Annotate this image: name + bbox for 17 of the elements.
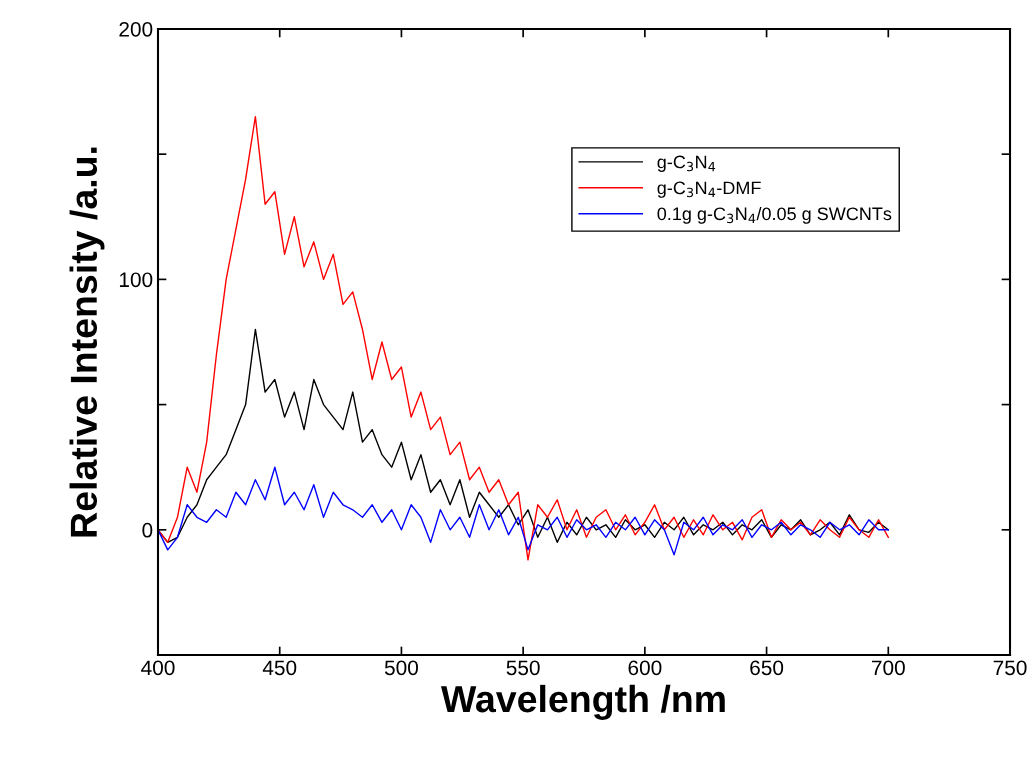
y-tick-label: 200 [119, 21, 153, 37]
legend-label: 0.1g g-C$_{3}$N$_{4}$/0.05 g SWCNTs [657, 206, 892, 224]
y-axis-title: Relative Intensity /a.u. [69, 147, 105, 537]
x-tick-label: 750 [993, 660, 1027, 676]
x-tick-label: 500 [384, 660, 418, 676]
legend-label: g-C$_{3}$N$_{4}$-DMF [657, 181, 761, 198]
x-tick-label: 400 [141, 660, 175, 676]
legend-label: g-C$_{3}$N$_{4}$ [657, 155, 716, 172]
x-tick-label: 450 [262, 660, 297, 676]
y-tick-label: 100 [119, 272, 153, 288]
line-series [158, 466, 889, 556]
x-tick-label: 600 [628, 660, 662, 676]
x-tick-label: 550 [506, 660, 540, 676]
y-tick-label: 0 [142, 522, 153, 538]
x-axis-title: Wavelength /nm [440, 684, 725, 720]
x-tick-label: 700 [871, 660, 905, 676]
x-tick-label: 650 [750, 660, 784, 676]
